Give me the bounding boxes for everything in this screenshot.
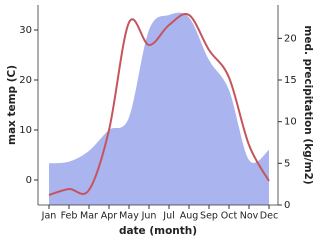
y2-axis-label: med. precipitation (kg/m2): [302, 25, 314, 184]
x-axis-label: date (month): [119, 225, 197, 237]
y2-tick-label: 15: [284, 75, 297, 86]
x-tick-label: Dec: [260, 211, 278, 222]
x-tick-label: Nov: [240, 211, 259, 222]
y-tick-label: 30: [19, 25, 32, 36]
y-tick-label: 0: [26, 175, 32, 186]
x-tick-label: Apr: [101, 211, 118, 222]
precipitation-area: [49, 12, 269, 205]
x-tick-label: Jan: [41, 211, 57, 222]
y2-tick-label: 10: [284, 117, 297, 128]
x-tick-label: Aug: [180, 211, 199, 222]
x-tick-label: Oct: [221, 211, 238, 222]
y2-tick-label: 20: [284, 33, 297, 44]
x-tick-label: Mar: [80, 211, 98, 222]
x-tick-label: Jul: [162, 211, 174, 222]
y-tick-label: 10: [19, 125, 32, 136]
y2-tick-label: 0: [284, 200, 290, 211]
y-axis-label: max temp (C): [6, 65, 18, 145]
x-tick-label: Sep: [200, 211, 218, 222]
y2-tick-label: 5: [284, 158, 290, 169]
x-tick-label: Jun: [141, 211, 157, 222]
x-tick-label: May: [119, 211, 139, 222]
temperature-line: [48, 13, 270, 196]
y-tick-label: 20: [19, 75, 32, 86]
x-tick-label: Feb: [61, 211, 78, 222]
